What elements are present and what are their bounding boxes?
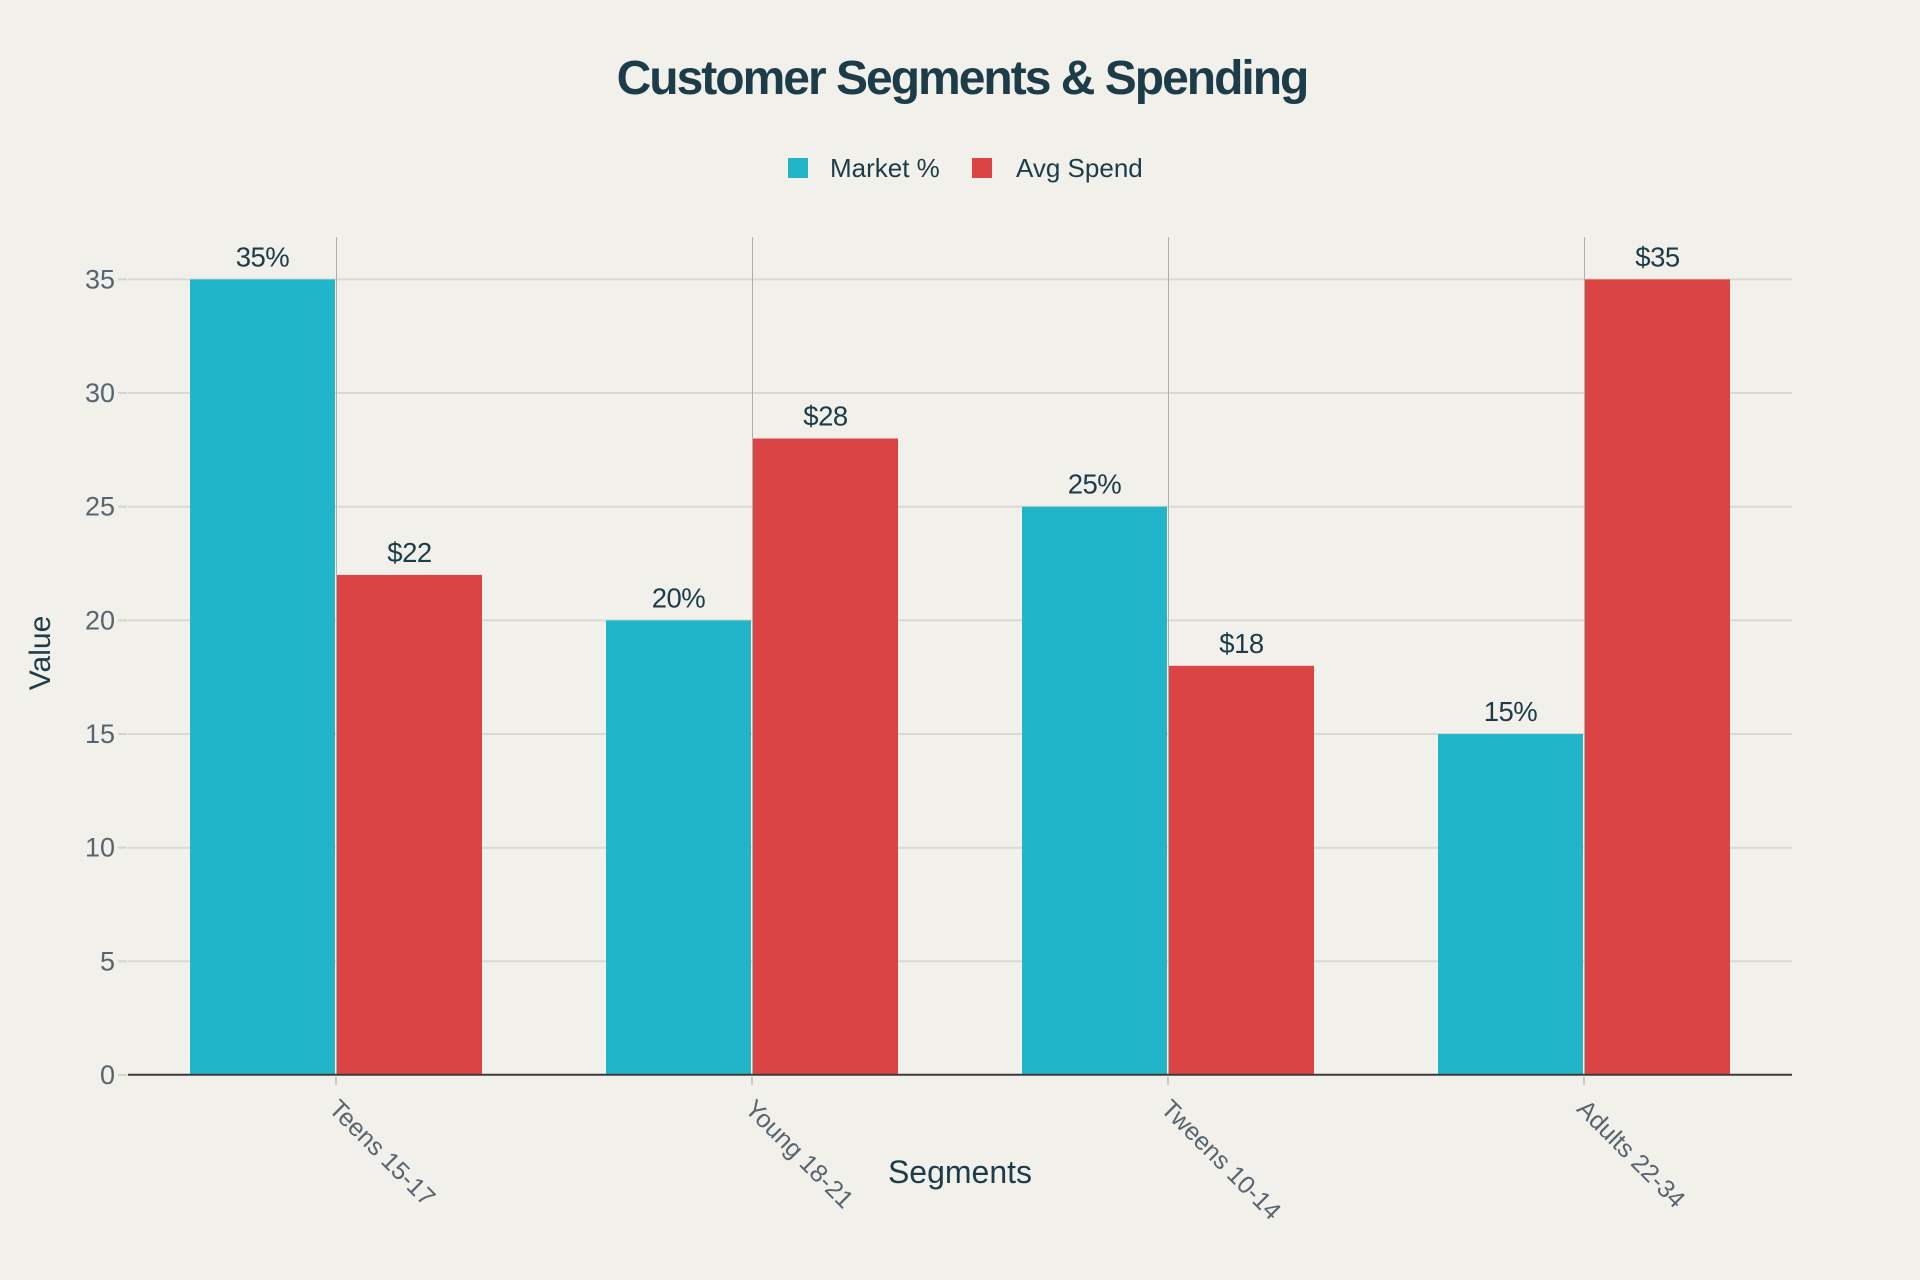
svg-text:$22: $22 [387,537,431,568]
svg-text:15%: 15% [1484,696,1538,727]
svg-text:Market %: Market % [830,153,940,183]
svg-text:35%: 35% [236,241,290,272]
svg-text:Value: Value [24,616,57,691]
svg-text:30: 30 [85,378,115,408]
svg-text:Customer Segments & Spending: Customer Segments & Spending [617,52,1308,105]
svg-text:35: 35 [85,264,115,294]
svg-text:10: 10 [85,833,115,863]
svg-text:$18: $18 [1219,628,1264,659]
svg-text:20%: 20% [652,582,706,613]
svg-text:$35: $35 [1635,241,1680,272]
svg-text:Avg Spend: Avg Spend [1016,153,1143,183]
svg-text:20: 20 [85,605,115,635]
svg-text:5: 5 [100,946,115,976]
svg-text:25%: 25% [1068,469,1122,500]
svg-text:0: 0 [100,1060,115,1090]
svg-text:25: 25 [85,492,115,522]
svg-text:$28: $28 [803,401,848,432]
svg-text:Segments: Segments [888,1154,1032,1190]
svg-text:15: 15 [85,719,115,749]
